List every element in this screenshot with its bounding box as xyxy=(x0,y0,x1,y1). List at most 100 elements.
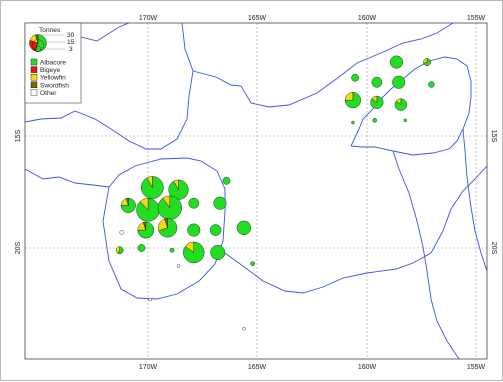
pie-slice-albacore xyxy=(236,220,252,236)
catch-pie xyxy=(344,92,361,109)
legend-title: Tonnes xyxy=(39,27,61,34)
legend-label-other: Other xyxy=(40,90,57,97)
catch-pie xyxy=(168,179,189,200)
pie-slice-other xyxy=(242,326,246,331)
catch-pie xyxy=(351,73,359,82)
legend-label-bigeye: Bigeye xyxy=(40,67,60,74)
pie-slice-albacore xyxy=(351,120,355,125)
map-border xyxy=(24,22,488,360)
legend-label-yellowfin: Yellowfin xyxy=(40,75,66,82)
pie-slice-yellowfin xyxy=(173,179,179,190)
pie-slice-albacore xyxy=(344,92,361,109)
catch-pie xyxy=(158,218,178,238)
pie-slice-swordfish xyxy=(164,218,168,228)
pie-slice-yellowfin xyxy=(185,241,194,253)
bottom-tick-label: 160W xyxy=(358,364,377,371)
catch-pie xyxy=(137,244,146,252)
top-tick-label: 165W xyxy=(248,15,267,22)
pie-slice-albacore xyxy=(209,224,222,236)
pie-slice-yellowfin xyxy=(146,176,153,188)
catch-pie xyxy=(351,120,355,125)
pie-slice-yellowfin xyxy=(139,198,149,211)
pie-slice-albacore xyxy=(213,196,227,210)
catch-pie xyxy=(371,76,383,88)
pie-slice-other xyxy=(119,230,125,235)
legend-swatch-yellowfin xyxy=(30,73,38,81)
eez-boundaries xyxy=(24,22,488,360)
catch-pie xyxy=(210,245,226,260)
legend-swatch-other xyxy=(30,89,38,96)
catch-pie xyxy=(403,118,407,123)
legend-size-value: 15 xyxy=(67,39,75,46)
pie-slice-swordfish xyxy=(143,221,147,231)
catch-pie xyxy=(394,98,407,111)
legend: Tonnes 30 15 3 AlbacoreBigeyeYellowfinSw… xyxy=(24,22,82,104)
legend-size-value: 3 xyxy=(69,46,73,53)
catch-pie xyxy=(390,55,404,69)
bottom-tick-label: 155W xyxy=(467,364,486,371)
eez-boundary-cook-south-west xyxy=(392,150,460,360)
pie-slice-albacore xyxy=(371,76,383,88)
right-tick-label: 20S xyxy=(490,242,497,255)
pie-slice-albacore xyxy=(137,244,146,252)
catch-pie xyxy=(423,58,431,66)
top-tick-label: 160W xyxy=(358,15,377,22)
pie-slice-albacore xyxy=(137,221,155,239)
catch-pie xyxy=(183,241,205,264)
eez-boundary-center-upper xyxy=(192,22,454,108)
pie-slice-yellowfin xyxy=(395,98,402,106)
catch-pie xyxy=(136,198,160,222)
catch-pie xyxy=(213,196,227,210)
catch-pie xyxy=(392,75,406,89)
eez-boundary-tonga-niue xyxy=(102,157,226,300)
catch-pie xyxy=(370,95,384,109)
catch-pie xyxy=(137,221,155,239)
pie-slice-albacore xyxy=(372,118,378,123)
bottom-tick-label: 170W xyxy=(139,364,158,371)
graticule xyxy=(25,23,487,359)
catch-pie xyxy=(148,297,152,302)
legend-size-value: 30 xyxy=(67,32,75,39)
pie-slice-albacore xyxy=(210,245,226,260)
legend-size-key xyxy=(29,34,65,52)
catch-pie xyxy=(209,224,222,236)
catch-pie xyxy=(169,247,175,253)
eez-boundary-cook-north xyxy=(350,56,472,156)
pie-slice-albacore xyxy=(390,55,404,69)
top-tick-label: 155W xyxy=(467,15,486,22)
pie-slice-yellowfin xyxy=(162,195,170,209)
bottom-tick-label: 165W xyxy=(248,364,267,371)
pie-slice-yellowfin xyxy=(371,95,378,103)
bottom-axis: 170W 165W 160W 155W xyxy=(139,364,486,371)
top-axis: 170W 165W 160W 155W xyxy=(139,15,486,22)
catch-pie xyxy=(242,326,246,331)
catch-pie xyxy=(236,220,252,236)
catch-pie-layer xyxy=(115,55,435,331)
pie-slice-albacore xyxy=(169,247,175,253)
pie-slice-yellowfin xyxy=(344,92,354,101)
catch-pie xyxy=(187,223,201,237)
catch-pie xyxy=(176,264,181,268)
catch-pie xyxy=(157,195,182,220)
left-axis: 15S 20S xyxy=(15,129,22,254)
legend-swatch-bigeye xyxy=(30,66,38,73)
pie-slice-swordfish xyxy=(125,197,129,206)
legend-swatch-albacore xyxy=(30,58,38,66)
pie-slice-albacore xyxy=(428,81,435,88)
catch-pie xyxy=(188,197,200,209)
legend-swatch-swordfish xyxy=(30,81,38,89)
legend-size-circle xyxy=(35,45,41,52)
left-tick-label: 20S xyxy=(15,241,22,254)
pie-slice-albacore xyxy=(188,197,200,209)
catch-pie xyxy=(222,176,231,185)
pie-slice-other xyxy=(148,297,152,302)
eez-boundary-west-mid xyxy=(24,22,194,150)
catch-pie xyxy=(141,176,164,199)
pie-slice-albacore xyxy=(351,73,359,82)
pie-slice-albacore xyxy=(117,246,124,254)
pie-slice-albacore xyxy=(250,261,255,266)
legend-label-swordfish: Swordfish xyxy=(40,82,69,89)
catch-pie xyxy=(250,261,255,266)
pie-slice-albacore xyxy=(120,197,136,213)
